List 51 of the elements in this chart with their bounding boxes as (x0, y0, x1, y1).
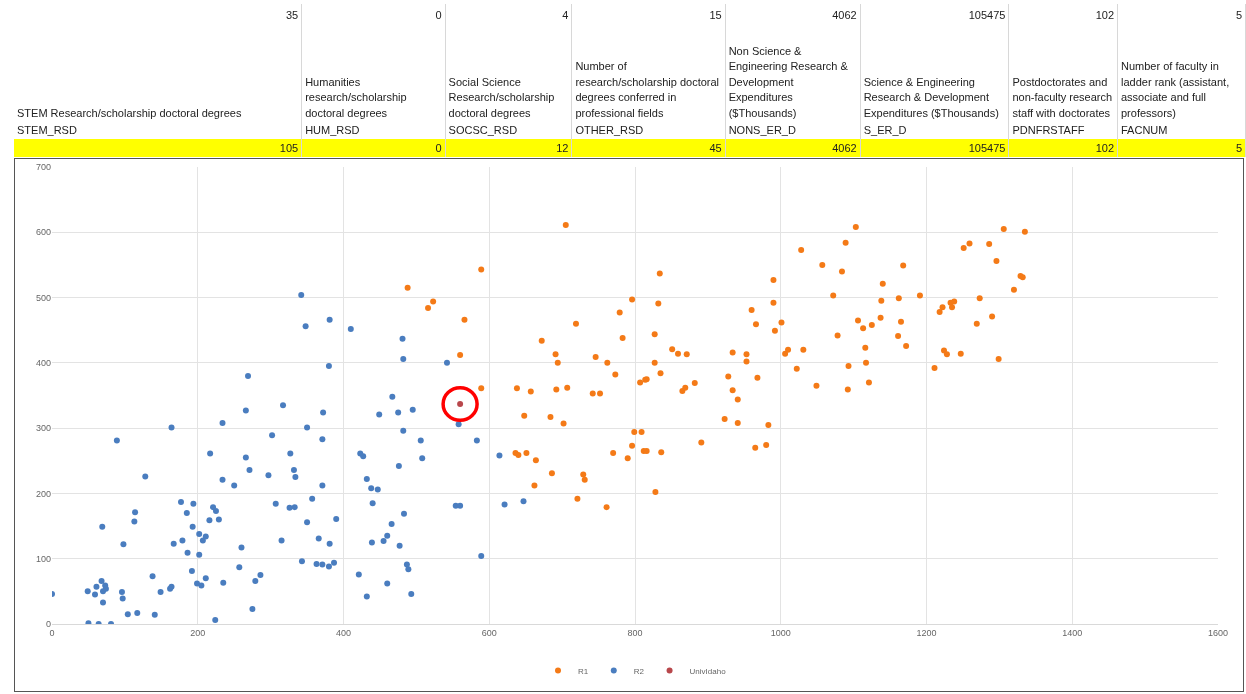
x-tick-label: 1600 (1207, 627, 1229, 638)
text: 15 (571, 4, 726, 24)
text: 105 (14, 139, 302, 158)
text: 4 (445, 4, 572, 24)
text: Number of faculty in ladder rank (assistant, associate and full professors) (1117, 24, 1246, 122)
text: NONS_ER_D (725, 122, 861, 140)
x-tick-label: 1200 (916, 627, 937, 638)
y-tick-label: 0 (45, 619, 51, 630)
text: 4062 (725, 4, 861, 24)
x-tick-label: 1400 (1062, 627, 1083, 638)
text: Postdoctorates and non-faculty research staff with doctorates (1008, 24, 1118, 122)
text: 4062 (725, 139, 861, 158)
text: FACNUM (1117, 122, 1246, 140)
x-tick-label: 800 (627, 627, 643, 638)
text: PDNFRSTAFF (1008, 122, 1118, 140)
legend-label: UnivIdaho (689, 666, 727, 676)
text: Number of research/scholarship doctoral degrees conferred in professional fields (571, 24, 726, 122)
x-tick-label: 600 (481, 627, 497, 638)
text: 45 (571, 139, 726, 158)
y-tick-label: 300 (35, 423, 51, 434)
text: 102 (1008, 4, 1118, 24)
y-tick-label: 500 (35, 292, 51, 303)
x-tick-label: 1000 (770, 627, 791, 638)
text: Science & Engineering Research & Development Expenditures ($Thousands) (860, 24, 1009, 122)
text: 105475 (860, 139, 1009, 158)
text: S_ER_D (860, 122, 1009, 140)
legend-label: R2 (633, 666, 645, 676)
text: 5 (1117, 4, 1246, 24)
text: STEM_RSD (14, 122, 302, 140)
text: 5 (1117, 139, 1246, 158)
text: SOCSC_RSD (445, 122, 572, 140)
y-tick-label: 600 (35, 227, 51, 238)
text: 35 (14, 4, 302, 24)
text: 102 (1008, 139, 1118, 158)
y-tick-label: 700 (35, 162, 51, 173)
y-tick-label: 200 (35, 488, 51, 499)
y-tick-label: 100 (35, 553, 51, 564)
text: Social Science Research/scholarship doctoral degrees (445, 24, 572, 122)
text: OTHER_RSD (571, 122, 726, 140)
y-tick-label: 400 (35, 358, 51, 369)
text: 0 (301, 139, 446, 158)
x-tick-label: 200 (190, 627, 206, 638)
text: 12 (445, 139, 572, 158)
text: 105475 (860, 4, 1009, 24)
text: 0 (301, 4, 446, 24)
text: HUM_RSD (301, 122, 446, 140)
text: Humanities research/scholarship doctoral degrees (301, 24, 446, 122)
x-tick-label: 400 (335, 627, 352, 638)
text: STEM Research/scholarship doctoral degrees (14, 24, 302, 122)
text: Non Science & Engineering Research & Development Expenditures ($Thousands) (725, 24, 861, 122)
legend-label: R1 (578, 666, 589, 676)
